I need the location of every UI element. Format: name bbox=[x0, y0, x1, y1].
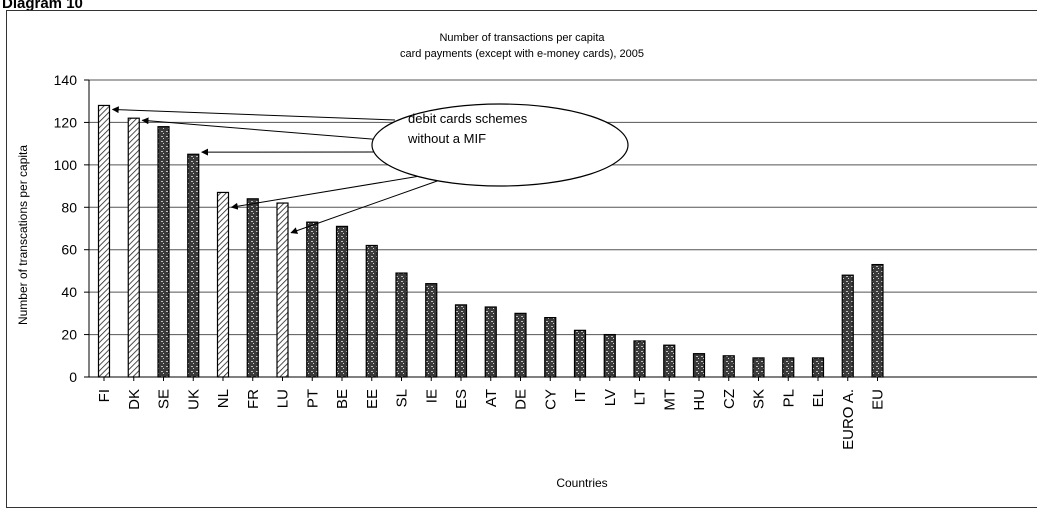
annotation-callout: debit cards schemes without a MIF bbox=[111, 103, 629, 234]
x-tick-label: IE bbox=[423, 389, 440, 403]
x-tick-label: PL bbox=[780, 389, 797, 407]
y-tick-label: 60 bbox=[61, 242, 77, 258]
x-tick-label: MT bbox=[661, 389, 678, 411]
page-heading: Diagram 10 bbox=[2, 0, 83, 12]
y-tick-labels: 0 20 40 60 80 100 120 140 bbox=[54, 72, 89, 385]
x-tick-label: ES bbox=[453, 389, 470, 409]
annotation-arrow-lu bbox=[290, 179, 441, 234]
bar-at bbox=[484, 306, 497, 378]
annotation-arrows bbox=[111, 106, 441, 234]
bar-lu bbox=[276, 202, 289, 378]
bars bbox=[97, 104, 884, 378]
y-tick-label: 140 bbox=[54, 72, 78, 88]
bar-pl bbox=[782, 357, 795, 378]
bar-lt bbox=[633, 340, 646, 378]
x-tick-label: PT bbox=[304, 389, 321, 408]
bar-fr bbox=[246, 198, 259, 378]
y-tick-label: 100 bbox=[54, 157, 78, 173]
y-tick-label: 80 bbox=[61, 199, 77, 215]
x-tick-label: SK bbox=[751, 389, 768, 409]
x-tick-label: EL bbox=[810, 389, 827, 407]
x-tick-label: AT bbox=[483, 389, 500, 407]
bar-mt bbox=[663, 344, 676, 378]
x-tick-label: EE bbox=[364, 389, 381, 409]
x-tick-label: NL bbox=[215, 389, 232, 408]
bar-ee bbox=[365, 244, 378, 378]
x-tick-label: LU bbox=[275, 389, 292, 408]
x-tick-label: EU bbox=[870, 389, 887, 410]
x-axis-label: Countries bbox=[556, 476, 607, 490]
bar-es bbox=[454, 304, 468, 378]
y-tick-label: 0 bbox=[69, 369, 77, 385]
y-tick-label: 120 bbox=[54, 114, 78, 130]
annotation-arrow-fi bbox=[111, 106, 396, 121]
y-axis-label: Number of transcations per capita bbox=[16, 145, 30, 325]
annotation-arrow-nl bbox=[230, 175, 421, 210]
annotation-text-line2: without a MIF bbox=[407, 131, 486, 146]
x-tick-label: FI bbox=[96, 389, 113, 402]
x-tick-label: HU bbox=[691, 389, 708, 411]
bar-fi bbox=[97, 104, 111, 378]
x-tick-label: SL bbox=[394, 389, 411, 407]
annotation-bubble bbox=[371, 103, 629, 187]
x-tick-label: CY bbox=[542, 389, 559, 410]
bar-be bbox=[335, 225, 349, 378]
bar-nl bbox=[216, 191, 230, 378]
x-tick-label: DK bbox=[126, 389, 143, 410]
bar-dk bbox=[127, 117, 140, 378]
bar-ie bbox=[425, 283, 438, 378]
annotation-arrow-dk bbox=[141, 117, 384, 141]
x-tick-label: DE bbox=[513, 389, 530, 410]
x-tick-label: IT bbox=[572, 389, 589, 402]
x-tick-label: SE bbox=[156, 389, 173, 409]
x-tick-label: EURO A. bbox=[840, 389, 857, 450]
bar-de bbox=[514, 312, 527, 378]
bar-eu bbox=[871, 263, 884, 378]
x-tick-label: BE bbox=[334, 389, 351, 409]
bar-cy bbox=[544, 317, 557, 378]
x-tick-label: UK bbox=[185, 389, 202, 410]
x-tick-labels: FI DK SE UK NL FR LU PT BE EE SL IE ES AT DE CY IT LV LT MT… bbox=[96, 377, 887, 450]
x-tick-label: CZ bbox=[721, 389, 738, 409]
bar-sl bbox=[395, 272, 408, 378]
bar-lv bbox=[603, 333, 616, 378]
x-tick-label: LV bbox=[602, 389, 619, 406]
chart-title: Number of transactions per capita bbox=[439, 32, 605, 44]
bar-sk bbox=[752, 357, 765, 378]
bar-uk bbox=[187, 153, 200, 378]
annotation-text-line1: debit cards schemes bbox=[408, 111, 528, 126]
bar-it bbox=[573, 329, 587, 378]
x-tick-label: FR bbox=[245, 389, 262, 409]
bar-hu bbox=[692, 353, 706, 378]
chart-subtitle: card payments (except with e-money cards… bbox=[400, 48, 644, 60]
bar-cz bbox=[722, 355, 735, 378]
x-tick-label: LT bbox=[632, 389, 649, 405]
bar-pt bbox=[306, 221, 319, 378]
bar-se bbox=[157, 126, 170, 378]
bar-euroa bbox=[841, 274, 854, 378]
y-tick-label: 20 bbox=[61, 327, 77, 343]
chart-frame bbox=[6, 10, 1037, 508]
y-tick-label: 40 bbox=[61, 284, 77, 300]
bar-el bbox=[811, 357, 825, 378]
